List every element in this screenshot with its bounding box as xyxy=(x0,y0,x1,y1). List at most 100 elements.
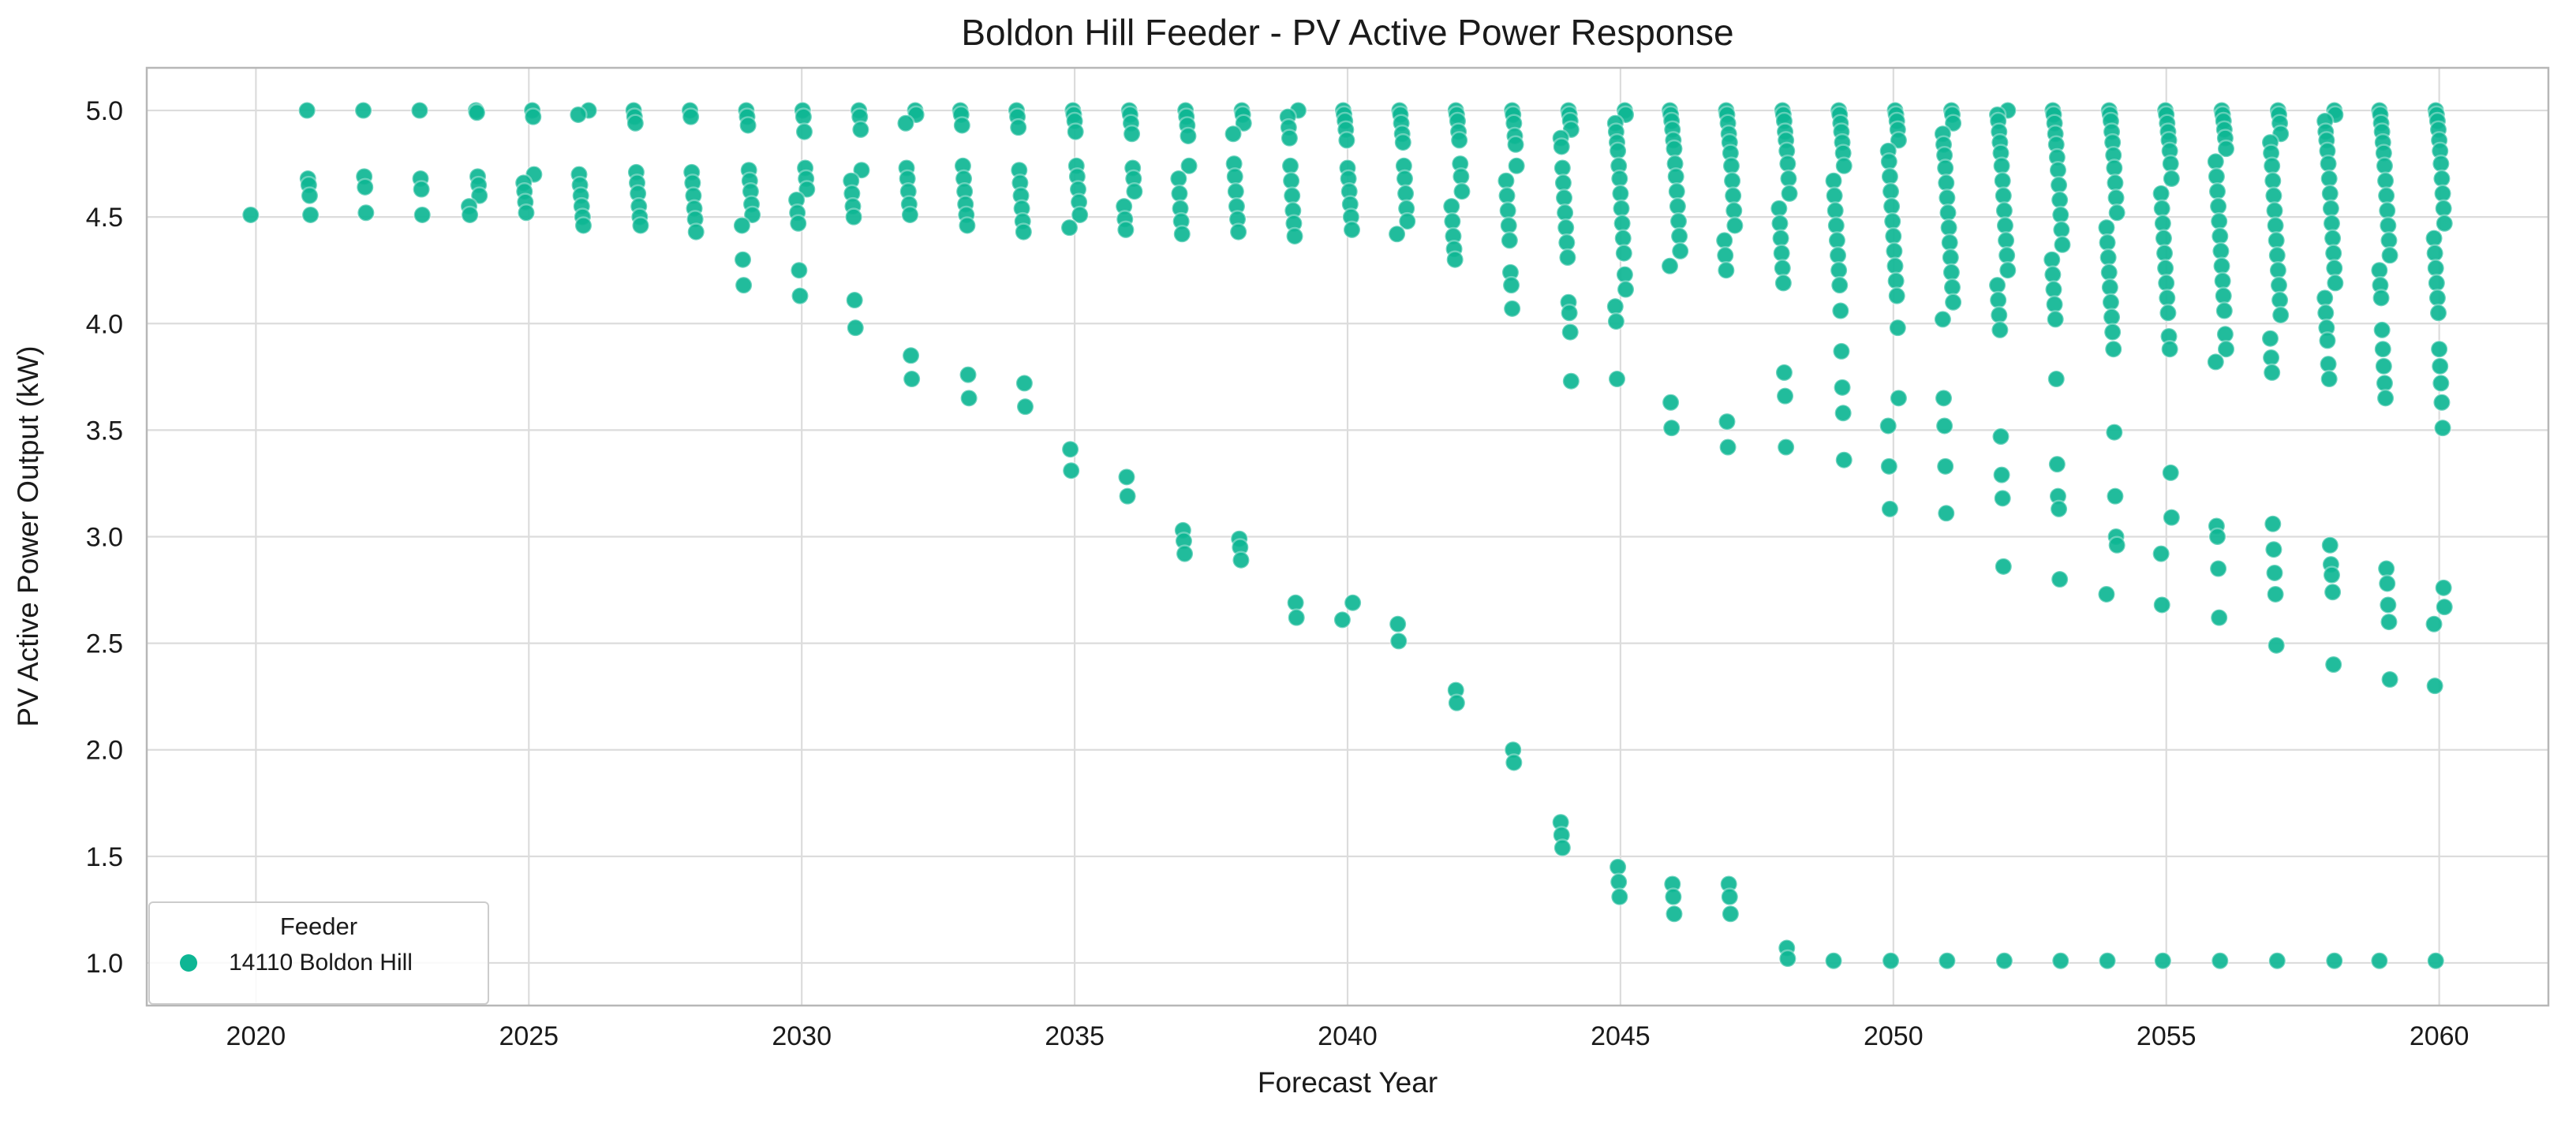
data-point xyxy=(410,101,429,120)
data-point xyxy=(1776,438,1796,457)
data-point xyxy=(900,205,920,225)
data-point xyxy=(1398,211,1417,231)
data-point xyxy=(1774,274,1793,293)
legend: Feeder 14110 Boldon Hill xyxy=(148,901,489,1005)
data-point xyxy=(1935,416,1954,435)
data-point xyxy=(1993,489,2012,508)
data-point xyxy=(1832,341,1851,361)
data-point xyxy=(901,346,921,365)
data-point xyxy=(2161,463,2180,483)
data-point xyxy=(2106,487,2125,506)
data-point xyxy=(2152,595,2171,614)
data-point xyxy=(2320,536,2340,555)
data-point xyxy=(1287,608,1306,627)
data-point xyxy=(2266,584,2285,604)
data-point xyxy=(1453,181,1471,201)
data-point xyxy=(2432,393,2451,412)
data-point xyxy=(1780,184,1799,203)
data-point xyxy=(1179,126,1198,146)
data-point xyxy=(300,186,320,205)
data-point xyxy=(681,107,701,126)
data-point xyxy=(1992,465,2011,484)
data-point xyxy=(1889,131,1909,150)
data-point xyxy=(851,120,870,140)
data-point xyxy=(733,250,753,269)
data-point xyxy=(1778,949,1797,968)
data-point xyxy=(2324,655,2343,674)
data-point xyxy=(1775,386,1795,405)
data-point xyxy=(798,180,817,199)
y-tick-label: 1.5 xyxy=(86,842,123,872)
legend-title: Feeder xyxy=(279,912,358,940)
data-point xyxy=(2047,454,2067,474)
data-point xyxy=(2428,304,2448,323)
data-point xyxy=(1725,216,1744,235)
data-point xyxy=(790,260,809,280)
data-point xyxy=(2379,595,2398,614)
data-point xyxy=(734,275,753,295)
data-point xyxy=(1501,275,1521,295)
data-point xyxy=(1834,404,1853,423)
data-point xyxy=(1228,222,1248,241)
y-tick-label: 5.0 xyxy=(86,96,123,126)
y-tick-label: 3.0 xyxy=(86,523,123,553)
data-point xyxy=(301,205,320,225)
data-point xyxy=(1447,693,1467,713)
data-point xyxy=(2160,339,2179,359)
data-point xyxy=(1125,181,1144,201)
data-point xyxy=(1879,457,1899,476)
data-point xyxy=(2260,329,2280,348)
data-point xyxy=(1880,499,1900,519)
data-point xyxy=(1943,114,1963,133)
data-point xyxy=(2370,951,2389,971)
data-point xyxy=(1661,393,1681,412)
data-point xyxy=(1937,504,1956,523)
data-point xyxy=(1015,374,1034,393)
data-point xyxy=(2326,274,2345,293)
data-point xyxy=(852,160,871,180)
data-point xyxy=(1660,256,1680,276)
data-point xyxy=(1507,156,1526,176)
data-point xyxy=(2432,374,2451,393)
data-point xyxy=(1342,220,1362,240)
data-point xyxy=(896,114,915,133)
data-point xyxy=(1774,363,1794,383)
data-point xyxy=(1343,593,1363,613)
data-point xyxy=(1445,250,1464,269)
data-point xyxy=(2265,563,2284,583)
plot-border xyxy=(145,66,2550,1007)
data-point xyxy=(1664,887,1683,906)
x-tick-label: 2045 xyxy=(1591,1021,1651,1051)
data-point xyxy=(2050,569,2069,589)
data-point xyxy=(460,205,480,225)
data-point xyxy=(2209,608,2229,627)
data-point xyxy=(2372,289,2391,308)
data-point xyxy=(2098,951,2117,971)
data-point xyxy=(2049,499,2069,519)
data-point xyxy=(1393,132,1413,152)
data-point xyxy=(1116,220,1135,240)
x-tick-label: 2035 xyxy=(1045,1021,1105,1051)
data-point xyxy=(846,318,866,338)
data-point xyxy=(2271,305,2290,325)
data-point xyxy=(1015,397,1035,416)
data-point xyxy=(844,207,863,226)
data-point xyxy=(2429,339,2449,359)
data-point xyxy=(355,177,375,197)
data-point xyxy=(2376,389,2395,408)
y-tick-label: 2.5 xyxy=(86,629,123,659)
chart-title: Boldon Hill Feeder - PV Active Power Res… xyxy=(961,12,1734,53)
data-point xyxy=(517,203,536,222)
data-point xyxy=(1014,222,1034,241)
data-point xyxy=(2373,339,2393,359)
data-point xyxy=(353,101,373,120)
x-tick-label: 2040 xyxy=(1318,1021,1378,1051)
data-point xyxy=(742,205,762,225)
data-point xyxy=(2380,670,2399,689)
data-point xyxy=(1060,218,1079,237)
data-point xyxy=(1889,389,1909,408)
data-point xyxy=(297,101,316,120)
data-point xyxy=(1881,951,1901,971)
data-point xyxy=(1234,114,1253,133)
data-point xyxy=(794,122,814,141)
